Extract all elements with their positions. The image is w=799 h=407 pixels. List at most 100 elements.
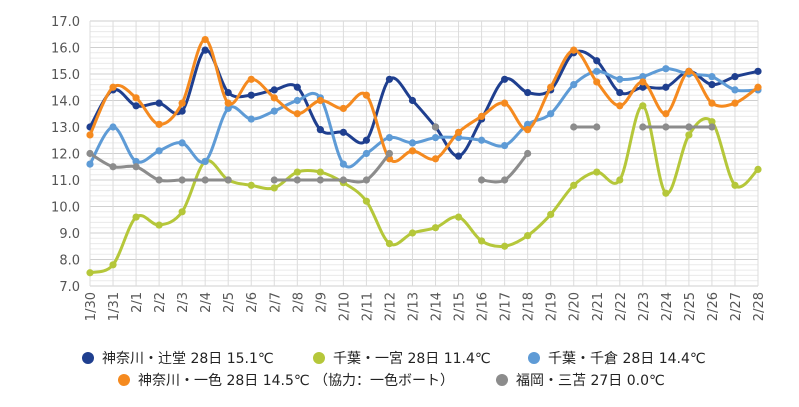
data-point	[178, 107, 186, 115]
x-tick-label: 2/13	[406, 292, 421, 321]
data-point	[547, 110, 555, 118]
data-point	[270, 107, 278, 115]
data-point	[362, 176, 371, 184]
legend-item-isshiki: 神奈川・一色 28日 14.5℃ （協力：一色ボート）	[118, 370, 454, 390]
data-point	[201, 157, 209, 166]
x-tick-label: 2/20	[568, 292, 583, 321]
x-tick-label: 2/26	[706, 292, 721, 321]
data-point	[201, 46, 209, 54]
data-point	[86, 160, 94, 168]
data-point	[708, 123, 716, 131]
legend-marker-icon	[313, 352, 325, 364]
data-point	[270, 94, 278, 102]
data-point	[385, 134, 394, 142]
data-point	[316, 168, 324, 176]
data-point	[270, 86, 278, 94]
legend-marker-icon	[118, 374, 130, 386]
y-tick-label: 11.0	[51, 174, 80, 189]
data-point	[616, 88, 624, 97]
x-tick-label: 2/6	[245, 292, 260, 313]
x-tick-label: 2/22	[614, 292, 629, 321]
series-4	[86, 123, 716, 184]
x-tick-label: 2/23	[637, 292, 652, 321]
x-tick-label: 2/1	[130, 292, 145, 313]
series-line	[88, 104, 760, 275]
y-tick-label: 8.0	[59, 254, 80, 269]
data-point	[132, 94, 140, 102]
x-tick-label: 2/19	[545, 292, 560, 321]
data-point	[385, 240, 394, 248]
data-point	[639, 123, 647, 131]
data-point	[362, 136, 371, 144]
x-tick-label: 2/12	[383, 292, 398, 321]
data-point	[293, 168, 301, 176]
data-point	[685, 131, 693, 139]
y-tick-label: 17.0	[51, 15, 80, 30]
x-tick-label: 1/31	[107, 292, 122, 321]
data-point	[662, 83, 670, 91]
data-point	[477, 112, 486, 120]
x-tick-label: 2/2	[153, 292, 168, 313]
data-point	[316, 126, 324, 134]
x-tick-label: 2/14	[430, 292, 445, 321]
legend-item-ichinomiya: 千葉・一宮 28日 11.4℃	[313, 348, 491, 368]
x-tick-label: 2/3	[176, 292, 191, 313]
data-point	[86, 131, 94, 139]
data-point	[293, 176, 301, 184]
legend-label: 千葉・千倉 28日 14.4℃	[548, 351, 706, 367]
data-point	[593, 168, 601, 176]
data-point	[132, 102, 140, 110]
data-point	[454, 213, 463, 221]
data-point	[501, 99, 509, 107]
data-point	[570, 81, 578, 89]
data-point	[178, 208, 186, 216]
data-point	[639, 78, 647, 86]
data-point	[109, 261, 117, 269]
y-tick-label: 15.0	[51, 68, 80, 83]
x-tick-label: 2/10	[337, 292, 352, 321]
data-point	[339, 104, 347, 113]
data-point	[109, 83, 117, 91]
x-tick-label: 2/17	[499, 292, 514, 321]
series-3	[86, 35, 762, 163]
data-point	[247, 75, 255, 83]
data-point	[132, 163, 140, 171]
y-tick-label: 7.0	[59, 280, 80, 295]
data-point	[754, 83, 762, 91]
data-point	[339, 160, 347, 168]
y-tick-label: 13.0	[51, 121, 80, 136]
data-point	[662, 123, 670, 131]
data-point	[408, 139, 417, 147]
data-point	[247, 115, 255, 123]
legend-item-tsujido: 神奈川・辻堂 28日 15.1℃	[82, 348, 274, 368]
data-point	[731, 86, 739, 94]
data-point	[593, 57, 601, 65]
data-point	[178, 139, 186, 147]
data-point	[685, 67, 693, 75]
data-point	[86, 269, 94, 277]
data-point	[339, 176, 347, 184]
data-point	[201, 176, 209, 184]
data-point	[477, 237, 486, 245]
line-chart: 7.0 8.0 9.0 10.0 11.0 12.0 13.0 14.0 15.0 16.0 17.…	[51, 15, 767, 321]
data-point	[316, 176, 324, 184]
data-point	[339, 128, 347, 136]
legend-label: 神奈川・一色 28日 14.5℃ （協力：一色ボート）	[138, 373, 455, 389]
legend-marker-icon	[496, 374, 508, 386]
data-point	[431, 224, 440, 232]
data-point	[247, 181, 255, 189]
y-tick-label: 9.0	[59, 227, 80, 242]
legend-label: 神奈川・辻堂 28日 15.1℃	[102, 351, 274, 367]
x-tick-label: 2/16	[476, 292, 491, 321]
data-point	[616, 75, 624, 83]
data-point	[293, 83, 301, 91]
data-point	[270, 184, 278, 192]
data-point	[224, 99, 232, 107]
data-point	[431, 155, 440, 163]
data-point	[639, 102, 647, 110]
data-point	[155, 99, 163, 107]
data-point	[524, 126, 532, 134]
data-point	[708, 81, 716, 89]
data-point	[247, 91, 255, 99]
data-point	[408, 147, 417, 155]
